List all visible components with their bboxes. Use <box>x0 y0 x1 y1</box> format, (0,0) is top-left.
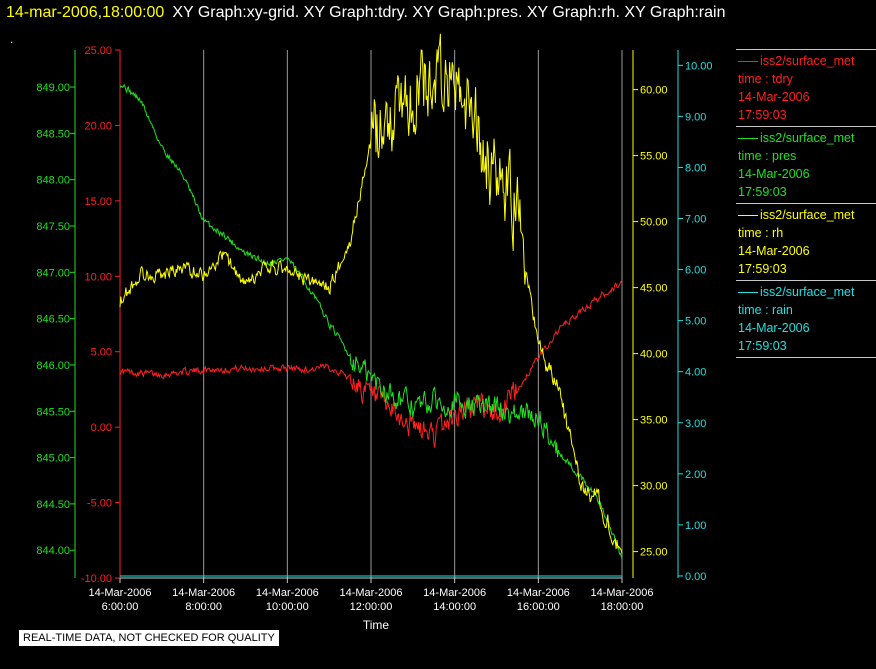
tdry-tick-label: 10.00 <box>84 271 112 283</box>
rain-tick-label: 9.00 <box>685 111 706 123</box>
legend-date: 14-Mar-2006 <box>738 90 810 104</box>
x-tick-label-time: 14:00:00 <box>433 601 476 613</box>
rain-tick-label: 6.00 <box>685 265 706 277</box>
legend-date: 14-Mar-2006 <box>738 321 810 335</box>
rh-tick-label: 50.00 <box>640 217 668 229</box>
tdry-tick-label: -10.00 <box>81 573 112 585</box>
pres-tick-label: 848.50 <box>36 128 70 140</box>
rh-tick-label: 60.00 <box>640 85 668 97</box>
x-tick-label-date: 14-Mar-2006 <box>256 587 319 599</box>
pres-tick-label: 844.50 <box>36 499 70 511</box>
header-second-line: . <box>10 32 14 46</box>
tdry-tick-label: 0.00 <box>91 422 112 434</box>
pres-series-line <box>119 83 623 560</box>
pres-tick-label: 845.50 <box>36 406 70 418</box>
legend-source: iss2/surface_met <box>760 285 855 299</box>
legend-variable: time : rain <box>738 303 793 317</box>
legend-source: iss2/surface_met <box>760 208 855 222</box>
tdry-tick-label: 15.00 <box>84 196 112 208</box>
x-tick-label-date: 14-Mar-2006 <box>340 587 403 599</box>
tdry-tick-label: 5.00 <box>91 347 112 359</box>
quality-notice: REAL-TIME DATA, NOT CHECKED FOR QUALITY <box>19 630 279 646</box>
x-tick-label-time: 18:00:00 <box>601 601 644 613</box>
legend-variable: time : pres <box>738 149 797 163</box>
legend-source: iss2/surface_met <box>760 131 855 145</box>
rain-tick-label: 4.00 <box>685 367 706 379</box>
rh-tick-label: 40.00 <box>640 349 668 361</box>
rain-tick-label: 10.00 <box>685 60 713 72</box>
pres-tick-label: 846.00 <box>36 360 70 372</box>
rh-tick-label: 25.00 <box>640 547 668 559</box>
legend-time: 17:59:03 <box>738 262 787 276</box>
rain-tick-label: 5.00 <box>685 316 706 328</box>
legend-line-swatch <box>738 291 758 293</box>
x-tick-label-date: 14-Mar-2006 <box>507 587 570 599</box>
legend-variable: time : tdry <box>738 72 793 86</box>
legend-variable: time : rh <box>738 226 784 240</box>
x-tick-label-time: 8:00:00 <box>185 601 222 613</box>
x-axis-title: Time <box>363 618 390 632</box>
x-tick-label-date: 14-Mar-2006 <box>172 587 235 599</box>
tdry-tick-label: -5.00 <box>87 498 112 510</box>
legend-time: 17:59:03 <box>738 339 787 353</box>
legend-line-swatch <box>738 137 758 139</box>
legend: iss2/surface_met time : tdry 14-Mar-2006 17… <box>736 49 876 358</box>
x-tick-label-time: 6:00:00 <box>102 601 139 613</box>
x-tick-label-time: 10:00:00 <box>266 601 309 613</box>
rh-tick-label: 30.00 <box>640 481 668 493</box>
rh-tick-label: 35.00 <box>640 415 668 427</box>
x-tick-label-time: 16:00:00 <box>517 601 560 613</box>
pres-tick-label: 845.00 <box>36 453 70 465</box>
tdry-series-line <box>120 279 623 448</box>
rain-tick-label: 8.00 <box>685 162 706 174</box>
legend-date: 14-Mar-2006 <box>738 167 810 181</box>
rh-tick-label: 55.00 <box>640 151 668 163</box>
rain-tick-label: 3.00 <box>685 418 706 430</box>
pres-tick-label: 844.00 <box>36 545 70 557</box>
legend-time: 17:59:03 <box>738 185 787 199</box>
rain-tick-label: 0.00 <box>685 571 706 583</box>
tdry-tick-label: 20.00 <box>84 120 112 132</box>
rain-tick-label: 7.00 <box>685 214 706 226</box>
rh-series-line <box>119 33 623 554</box>
x-tick-label-time: 12:00:00 <box>350 601 393 613</box>
tdry-tick-label: 25.00 <box>84 45 112 57</box>
rh-tick-label: 45.00 <box>640 283 668 295</box>
x-tick-label-date: 14-Mar-2006 <box>423 587 486 599</box>
graph-title: XY Graph:xy-grid. XY Graph:tdry. XY Grap… <box>172 4 726 21</box>
pres-tick-label: 847.00 <box>36 267 70 279</box>
legend-time: 17:59:03 <box>738 108 787 122</box>
timestamp: 14-mar-2006,18:00:00 <box>6 4 165 21</box>
pres-tick-label: 848.00 <box>36 175 70 187</box>
legend-line-swatch <box>738 214 758 216</box>
legend-source: iss2/surface_met <box>760 54 855 68</box>
legend-line-swatch <box>738 60 758 62</box>
rain-tick-label: 1.00 <box>685 520 706 532</box>
graph-header: 14-mar-2006,18:00:00 XY Graph:xy-grid. XY… <box>6 4 725 22</box>
pres-tick-label: 846.50 <box>36 314 70 326</box>
rain-tick-label: 2.00 <box>685 469 706 481</box>
legend-date: 14-Mar-2006 <box>738 244 810 258</box>
pres-tick-label: 847.50 <box>36 221 70 233</box>
x-tick-label-date: 14-Mar-2006 <box>89 587 152 599</box>
pres-tick-label: 849.00 <box>36 82 70 94</box>
x-tick-label-date: 14-Mar-2006 <box>591 587 654 599</box>
